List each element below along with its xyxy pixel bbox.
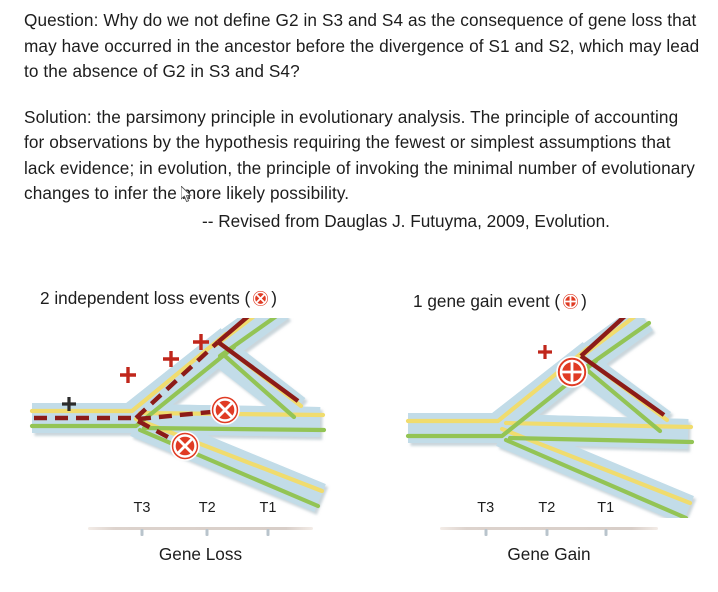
timeline-right-axis [440,524,658,536]
loss-event-upper [210,395,240,425]
right-panel-title: 1 gene gain event ( ) [413,291,587,316]
gene-gain-caption: Gene Gain [507,544,591,564]
gene-loss-tree-diagram [29,318,327,512]
left-panel-title-suffix: ) [271,288,277,308]
tick-mark-t1 [266,529,270,536]
tick-mark-t2 [545,529,549,536]
tick-label-t2: T2 [198,500,216,516]
tick-mark-t3 [484,529,488,536]
tick-mark-t2 [205,529,209,536]
species-bands-right-overlay [408,318,694,518]
right-panel-title-suffix: ) [581,291,587,311]
citation-line: -- Revised from Dauglas J. Futuyma, 2009… [202,210,610,231]
text-block: Question: Why do we not define G2 in S3 … [24,8,702,234]
right-panel-title-prefix: 1 gene gain event ( [413,291,561,311]
plus-b1 [120,367,136,383]
timeline-axis-line [440,527,658,530]
gene-g2-lines-right [579,318,666,417]
plus-root [62,397,76,411]
gain-event [556,356,588,388]
timeline-left-axis [88,524,313,536]
species-bands-left-overlay [32,318,326,512]
plus-marks-right [538,345,552,359]
question-lead: Question: [24,10,99,30]
gene-g3-lines-left [29,318,327,509]
gene-loss-caption: Gene Loss [158,544,243,564]
solution-paragraph: Solution: the parsimony principle in evo… [24,105,702,207]
timeline-right-labels: T3 T2 T1 [440,500,658,522]
plus-marks-left [62,334,209,411]
gene-loss-timeline: T3 T2 T1 Gene Loss [88,500,313,570]
tick-mark-t3 [140,529,144,536]
plus-gain [538,345,552,359]
question-body: Why do we not define G2 in S3 and S4 as … [24,10,700,81]
gene-gain-icon [561,292,580,316]
left-panel-title: 2 independent loss events ( ) [40,288,277,313]
tick-mark-t1 [604,529,608,536]
timeline-left-labels: T3 T2 T1 [88,500,313,522]
tick-label-t2: T2 [538,500,556,516]
gene-gain-tree-diagram [405,318,695,518]
gene-loss-icon [251,289,270,313]
plus-b2 [163,351,179,367]
left-panel-title-prefix: 2 independent loss events ( [40,288,251,308]
tick-label-t1: T1 [259,500,277,516]
gene-gain-timeline: T3 T2 T1 Gene Gain [440,500,658,570]
solution-body: the parsimony principle in evolutionary … [24,106,695,204]
loss-event-lower [170,431,200,461]
gene-g2-lines-left [34,318,300,452]
plus-b3 [193,334,209,350]
solution-lead: Solution: [24,106,92,127]
tick-label-t3: T3 [477,500,495,516]
tick-label-t1: T1 [597,500,615,516]
tick-label-t3: T3 [133,500,151,516]
timeline-axis-line [88,527,313,530]
question-paragraph: Question: Why do we not define G2 in S3 … [24,8,702,85]
